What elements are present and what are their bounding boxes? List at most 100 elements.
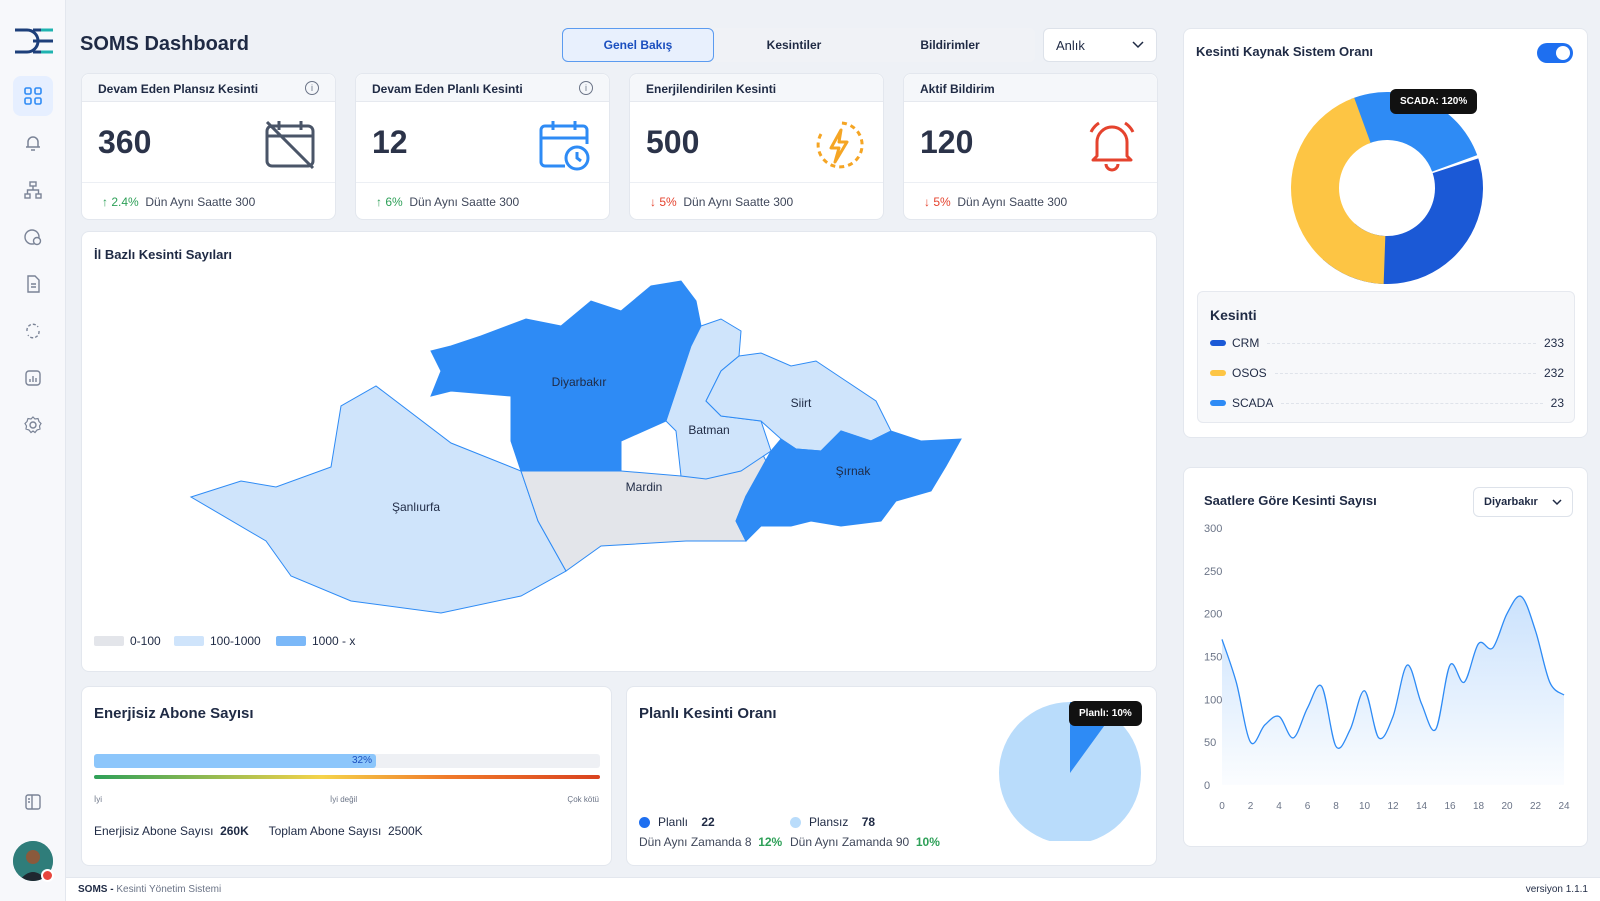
- legend-row-osos: OSOS 232: [1210, 366, 1564, 380]
- tab-bildirimler[interactable]: Bildirimler: [920, 38, 980, 52]
- footer-subtitle: Kesinti Yönetim Sistemi: [116, 884, 222, 895]
- province-select-value: Diyarbakır: [1484, 496, 1538, 508]
- x-tick-label: 14: [1416, 801, 1428, 812]
- scale-label-iyi: İyi: [94, 795, 102, 804]
- legend-dot: [790, 816, 801, 828]
- legend-value: 233: [1543, 336, 1564, 350]
- kpi-delta: 6%: [385, 195, 403, 209]
- legend-high: 1000 - x: [276, 634, 355, 648]
- hourly-outage-card: Saatlere Göre Kesinti Sayısı Diyarbakır …: [1183, 467, 1588, 847]
- legend-label: 1000 - x: [312, 634, 356, 648]
- kpi-footer: ↓ 5% Dün Aynı Saatte 300: [904, 182, 1157, 219]
- x-tick-label: 12: [1387, 801, 1399, 812]
- tab-bar: Genel Bakış Kesintiler Bildirimler: [562, 28, 1035, 62]
- sync-icon: [26, 323, 40, 339]
- hierarchy-icon: [24, 181, 42, 199]
- calendar-off-icon: [265, 120, 315, 170]
- region-label-mardin: Mardin: [626, 480, 663, 494]
- nav-collapse[interactable]: [13, 782, 53, 822]
- hourly-title: Saatlere Göre Kesinti Sayısı: [1204, 493, 1377, 508]
- toplam-value: 2500K: [387, 824, 423, 838]
- planli-label: Planlı: [658, 815, 689, 829]
- footer-left: SOMS - Kesinti Yönetim Sistemi: [78, 884, 221, 895]
- legend-name: CRM: [1232, 336, 1260, 350]
- series-line: [1221, 595, 1565, 749]
- severity-gradient-bar: [94, 775, 600, 779]
- legend-name: OSOS: [1232, 366, 1267, 380]
- kpi-card-bildirim: Aktif Bildirim 120 ↓ 5% Dün Aynı Saatte …: [903, 73, 1158, 220]
- planli-legend: Planlı 22: [639, 815, 715, 829]
- plansiz-legend: Plansız 78: [790, 815, 875, 829]
- nav-settings[interactable]: [13, 405, 53, 445]
- leader-line: [1274, 372, 1536, 374]
- energy-refresh-icon: [816, 121, 864, 169]
- nav-alarms[interactable]: [13, 123, 53, 163]
- planli-tooltip: Planlı: 10%: [1069, 701, 1142, 726]
- region-sanliurfa[interactable]: [189, 385, 567, 614]
- region-label-diyarbakir: Diyarbakır: [552, 375, 607, 389]
- osos-segment[interactable]: [1291, 97, 1386, 284]
- info-icon[interactable]: i: [579, 81, 593, 95]
- source-donut: [1291, 91, 1483, 284]
- region-label-siirt: Siirt: [791, 396, 812, 410]
- footer-version: versiyon 1.1.1: [1525, 884, 1588, 895]
- legend-swatch: [276, 636, 306, 646]
- scada-segment[interactable]: [1351, 91, 1478, 172]
- kpi-title: Devam Eden Plansız Kesinti: [82, 74, 335, 102]
- kpi-footer: ↓ 5% Dün Aynı Saatte 300: [630, 182, 883, 219]
- document-icon: [27, 275, 40, 293]
- region-sirnak[interactable]: [735, 430, 962, 542]
- province-select[interactable]: Diyarbakır: [1473, 487, 1573, 517]
- arrow-up-icon: ↑: [376, 195, 386, 209]
- kpi-card-enerjilendirilen: Enerjilendirilen Kesinti 500 ↓ 5% Dün Ay…: [629, 73, 884, 220]
- region-label-sirnak: Şırnak: [836, 464, 872, 478]
- planli-compare-text: Dün Aynı Zamanda 8: [639, 835, 752, 849]
- nav-hierarchy[interactable]: [13, 170, 53, 210]
- legend-name: SCADA: [1232, 396, 1274, 410]
- x-tick-label: 0: [1219, 801, 1225, 812]
- legend-value: 232: [1543, 366, 1564, 380]
- calendar-clock-icon: [539, 121, 590, 171]
- source-toggle[interactable]: [1537, 43, 1573, 63]
- scada-tooltip: SCADA: 120%: [1390, 89, 1478, 114]
- source-title: Kesinti Kaynak Sistem Oranı: [1196, 44, 1374, 59]
- time-range-value: Anlık: [1056, 37, 1085, 53]
- notification-badge: [41, 869, 54, 882]
- kpi-card-plansiz: Devam Eden Plansız Kesinti i 360 ↑ 2.4% …: [81, 73, 336, 220]
- x-tick-label: 22: [1530, 801, 1542, 812]
- source-legend-title: Kesinti: [1210, 307, 1257, 323]
- province-map: Diyarbakır Batman Siirt Şırnak Mardin Şa…: [189, 280, 962, 614]
- plansiz-value: 78: [861, 815, 876, 829]
- planli-compare: Dün Aynı Zamanda 8 12%: [639, 835, 782, 849]
- nav-dashboard[interactable]: [13, 76, 53, 116]
- tab-kesintiler[interactable]: Kesintiler: [766, 38, 822, 52]
- nav-reports[interactable]: [13, 264, 53, 304]
- y-tick-label: 0: [1204, 780, 1210, 792]
- footer-brand: SOMS -: [78, 884, 114, 895]
- legend-swatch: [174, 636, 204, 646]
- time-range-select[interactable]: Anlık: [1043, 28, 1157, 62]
- nav-monitor[interactable]: [13, 217, 53, 257]
- info-icon[interactable]: i: [305, 81, 319, 95]
- legend-label: 0-100: [130, 634, 161, 648]
- tab-genel-bakis[interactable]: Genel Bakış: [562, 28, 714, 62]
- nav-sync[interactable]: [13, 311, 53, 351]
- arrow-down-icon: ↓: [924, 195, 934, 209]
- legend-low: 0-100: [94, 634, 161, 648]
- region-label-batman: Batman: [688, 423, 729, 437]
- nav-analytics[interactable]: [13, 358, 53, 398]
- globe-clock-icon: [24, 229, 42, 246]
- province-map-card: İl Bazlı Kesinti Sayıları Diyarbakır Bat…: [81, 231, 1157, 672]
- analytics-icon: [25, 370, 41, 386]
- kpi-title: Aktif Bildirim: [904, 74, 1157, 102]
- arrow-up-icon: ↑: [102, 195, 112, 209]
- plansiz-compare: Dün Aynı Zamanda 90 10%: [790, 835, 940, 849]
- kpi-footer: ↑ 6% Dün Aynı Saatte 300: [356, 182, 609, 219]
- abone-progress-fill: 32%: [94, 754, 376, 768]
- leader-line: [1267, 342, 1536, 344]
- legend-dot: [1210, 340, 1226, 346]
- y-tick-label: 300: [1204, 523, 1222, 535]
- alarm-icon: [26, 136, 40, 151]
- abone-title: Enerjisiz Abone Sayısı: [94, 705, 254, 722]
